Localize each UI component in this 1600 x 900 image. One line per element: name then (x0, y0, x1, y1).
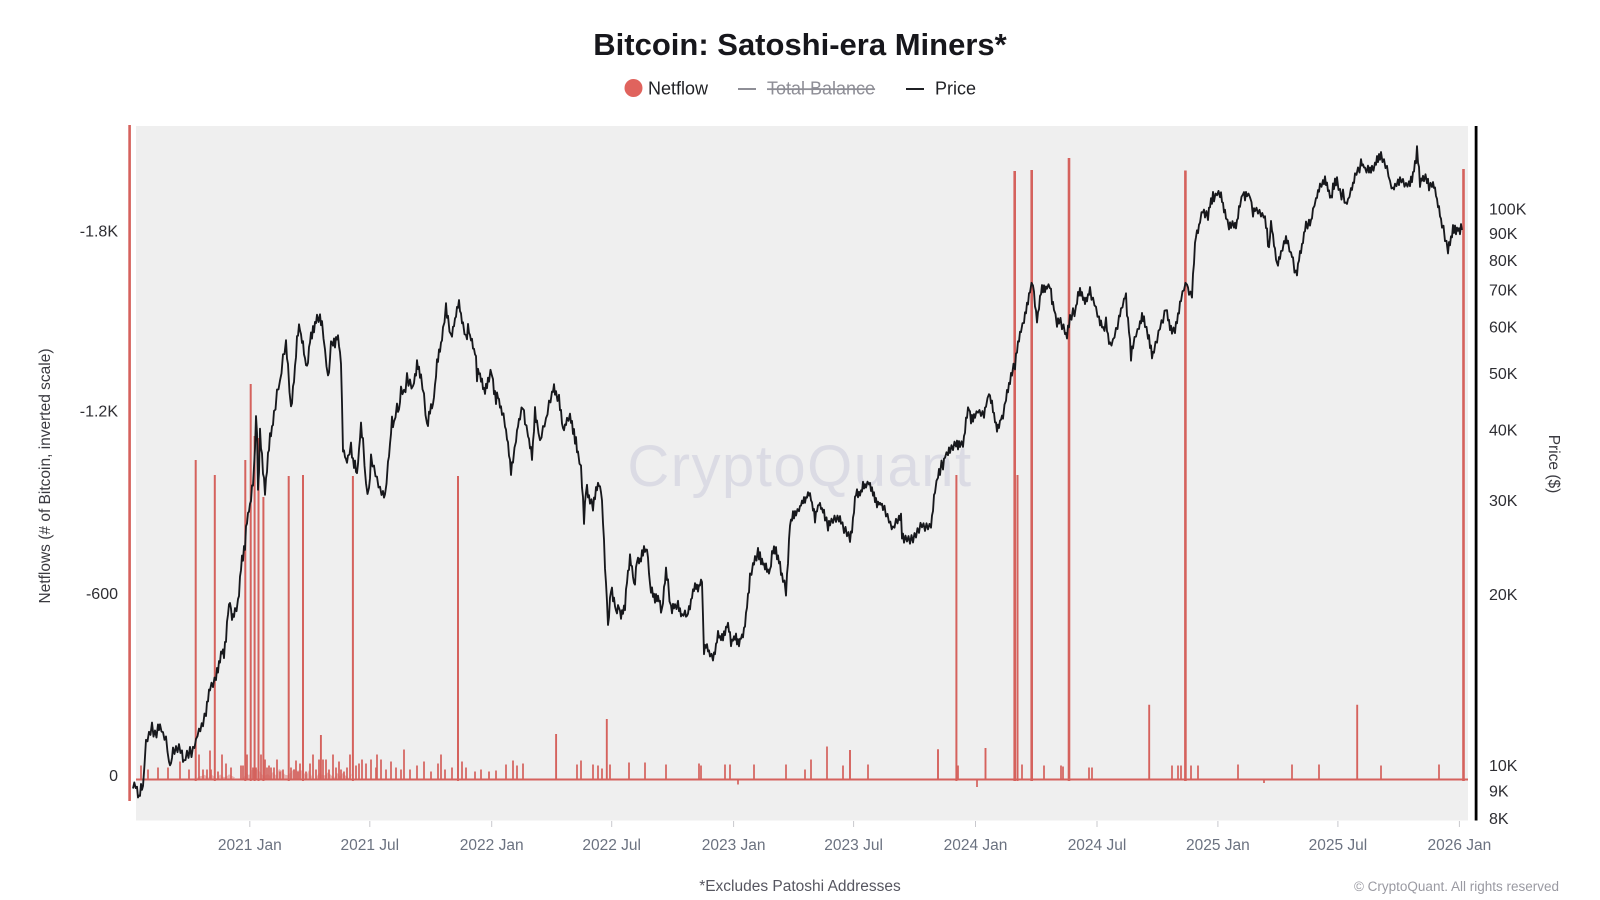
svg-text:© CryptoQuant. All rights rese: © CryptoQuant. All rights reserved (1354, 879, 1559, 894)
svg-text:2023 Jul: 2023 Jul (824, 837, 883, 854)
svg-text:*Excludes Patoshi Addresses: *Excludes Patoshi Addresses (699, 878, 901, 895)
svg-text:-1.8K: -1.8K (80, 224, 119, 241)
svg-text:2023 Jan: 2023 Jan (702, 837, 766, 854)
svg-text:2021 Jul: 2021 Jul (340, 837, 399, 854)
svg-text:CryptoQuant: CryptoQuant (627, 434, 972, 499)
svg-text:40K: 40K (1489, 423, 1518, 440)
svg-text:-1.2K: -1.2K (80, 404, 119, 421)
svg-text:Total Balance: Total Balance (767, 79, 875, 99)
svg-text:30K: 30K (1489, 493, 1518, 510)
svg-text:Netflow: Netflow (648, 79, 709, 99)
svg-text:2025 Jul: 2025 Jul (1309, 837, 1368, 854)
svg-text:8K: 8K (1489, 811, 1509, 828)
svg-text:70K: 70K (1489, 283, 1518, 300)
svg-text:-600: -600 (86, 586, 118, 603)
svg-text:2022 Jan: 2022 Jan (460, 837, 524, 854)
svg-text:Price: Price (935, 79, 976, 99)
svg-text:50K: 50K (1489, 366, 1518, 383)
svg-text:20K: 20K (1489, 587, 1518, 604)
svg-text:Price ($): Price ($) (1545, 435, 1562, 494)
svg-text:2021 Jan: 2021 Jan (218, 837, 282, 854)
svg-text:2026 Jan: 2026 Jan (1428, 837, 1492, 854)
svg-text:9K: 9K (1489, 784, 1509, 801)
svg-text:Bitcoin: Satoshi-era Miners*: Bitcoin: Satoshi-era Miners* (593, 27, 1007, 62)
svg-text:90K: 90K (1489, 226, 1518, 243)
svg-text:2022 Jul: 2022 Jul (582, 837, 641, 854)
svg-text:Netflows (# of Bitcoin, invert: Netflows (# of Bitcoin, inverted scale) (37, 349, 54, 604)
svg-text:10K: 10K (1489, 758, 1518, 775)
svg-text:2024 Jul: 2024 Jul (1068, 837, 1127, 854)
svg-text:2024 Jan: 2024 Jan (944, 837, 1008, 854)
svg-text:80K: 80K (1489, 253, 1518, 270)
svg-text:0: 0 (109, 768, 118, 785)
svg-text:2025 Jan: 2025 Jan (1186, 837, 1250, 854)
svg-text:60K: 60K (1489, 320, 1518, 337)
svg-text:100K: 100K (1489, 202, 1527, 219)
